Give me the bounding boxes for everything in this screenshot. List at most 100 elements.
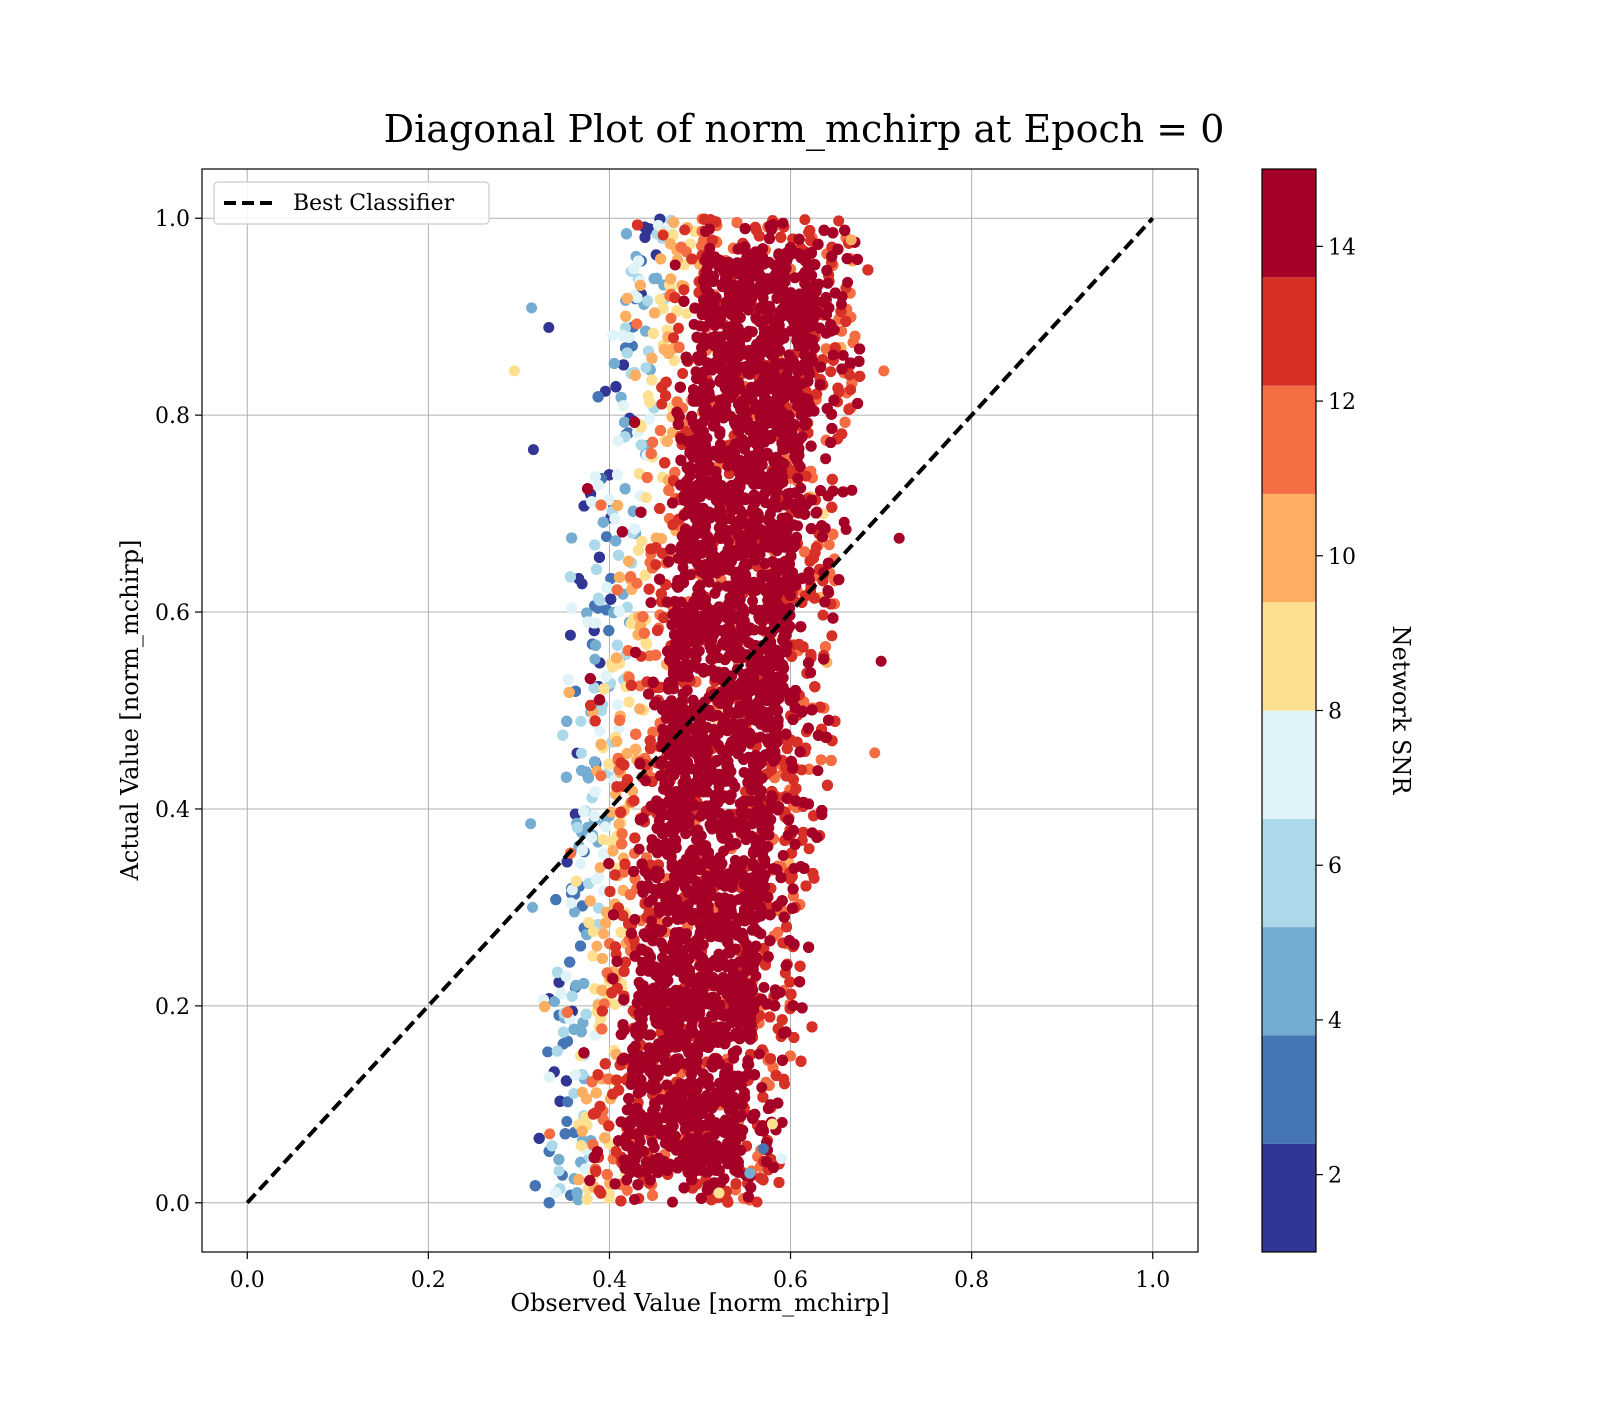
scatter-point [635,280,646,291]
scatter-point [607,330,618,341]
scatter-point [594,871,605,882]
scatter-point [572,1187,583,1198]
scatter-point [782,743,793,754]
scatter-point [575,858,586,869]
scatter-point [583,917,594,928]
scatter-point [649,308,660,319]
scatter-point [596,739,607,750]
scatter-point [668,332,679,343]
scatter-point [589,654,600,665]
scatter-point [571,876,582,887]
scatter-point [631,578,642,589]
scatter-point [609,513,620,524]
scatter-point [617,828,628,839]
scatter-point [636,536,647,547]
scatter-point [630,729,641,740]
scatter-point [612,584,623,595]
scatter-point [594,725,605,736]
scatter-point [573,1174,584,1185]
scatter-point [643,390,654,401]
scatter-point [576,1140,587,1151]
scatter-point [840,417,851,428]
scatter-point [598,517,609,528]
scatter-point [615,807,626,818]
scatter-point [632,220,643,231]
scatter-point [663,348,674,359]
scatter-point [553,1165,564,1176]
scatter-point [786,989,797,1000]
scatter-point [613,550,624,561]
scatter-point [534,1133,545,1144]
scatter-point [611,652,622,663]
scatter-point [566,603,577,614]
scatter-point [781,921,792,932]
scatter-point [651,533,662,544]
scatter-point [581,1009,592,1020]
scatter-point [614,819,625,830]
scatter-point [644,584,655,595]
scatter-point [612,699,623,710]
scatter-point [616,838,627,849]
scatter-point [610,535,621,546]
scatter-point [674,342,685,353]
scatter-point [667,229,678,240]
scatter-point [561,1116,572,1127]
scatter-point [558,1027,569,1038]
scatter-point [595,770,606,781]
scatter-point [799,546,810,557]
scatter-point [610,869,621,880]
scatter-point [655,253,666,264]
scatter-point [623,556,634,567]
scatter-point [598,848,609,859]
scatter-point [575,941,586,952]
scatter-point [620,311,631,322]
scatter-point [612,469,623,480]
scatter-point [596,500,607,511]
scatter-point [598,928,609,939]
scatter-point [845,384,856,395]
scatter-point [597,953,608,964]
scatter-point [612,435,623,446]
scatter-point [644,413,655,424]
scatter-point [563,674,574,685]
scatter-point [591,941,602,952]
scatter-point [676,242,687,253]
scatter-point [826,755,837,766]
scatter-point [608,845,619,856]
scatter-point [572,822,583,833]
scatter-point [825,366,836,377]
scatter-point [642,472,653,483]
scatter-point [647,1190,658,1201]
scatter-point [567,991,578,1002]
scatter-point [648,328,659,339]
scatter-point [614,715,625,726]
scatter-point [590,1166,601,1177]
scatter-point [850,331,861,342]
scatter-point [630,744,641,755]
scatter-point [585,895,596,906]
scatter-point [686,254,697,265]
scatter-point [609,358,620,369]
scatter-point [575,716,586,727]
scatter-point [731,1178,742,1189]
scatter-point [629,833,640,844]
scatter-point [610,381,621,392]
scatter-point [836,428,847,439]
scatter-point [775,232,786,243]
scatter-point [618,400,629,411]
scatter-point [650,559,661,570]
scatter-point [577,1126,588,1137]
scatter-point [542,1046,553,1057]
scatter-point [666,313,677,324]
scatter-point [600,821,611,832]
chart-title: Diagonal Plot of norm_mchirp at Epoch = … [384,107,1225,152]
scatter-point [765,1053,776,1064]
scatter-point [553,1154,564,1165]
scatter-point [590,640,601,651]
scatter-point [576,1026,587,1037]
scatter-point [634,703,645,714]
scatter-point [612,500,623,511]
scatter-point [639,628,650,639]
scatter-point [547,1140,558,1151]
scatter-point [614,572,625,583]
